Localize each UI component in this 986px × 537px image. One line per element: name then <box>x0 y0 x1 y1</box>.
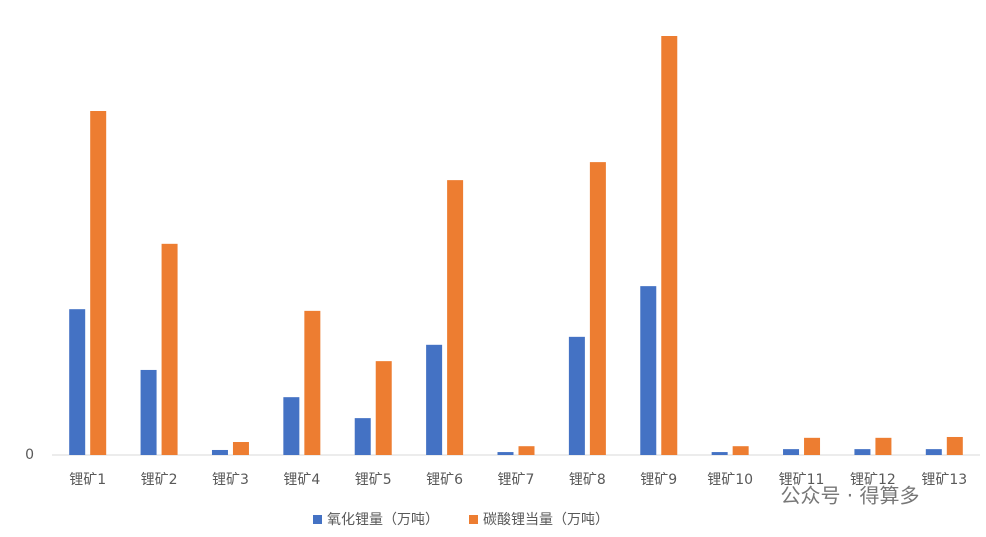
x-tick-label: 锂矿12 <box>850 472 896 488</box>
bar <box>589 162 606 455</box>
y-tick-label: 0 <box>25 447 34 463</box>
bar <box>304 310 321 455</box>
x-tick-label: 锂矿4 <box>283 472 320 488</box>
bar <box>925 449 942 455</box>
x-tick-label: 锂矿3 <box>212 472 249 488</box>
legend-swatch <box>313 515 322 524</box>
bar <box>854 449 871 455</box>
bar <box>354 418 371 455</box>
bar <box>375 361 392 455</box>
bar <box>283 397 300 455</box>
x-tick-label: 锂矿2 <box>141 472 178 488</box>
bar <box>783 449 800 455</box>
x-tick-label: 锂矿8 <box>569 472 606 488</box>
bar <box>232 442 249 455</box>
bar <box>518 446 535 455</box>
bar <box>568 336 585 455</box>
x-tick-label: 锂矿6 <box>426 472 463 488</box>
x-tick-label: 锂矿9 <box>640 472 677 488</box>
legend-swatch <box>469 515 478 524</box>
legend-label: 碳酸锂当量（万吨） <box>483 512 609 528</box>
bar <box>69 309 86 455</box>
bar <box>875 437 892 455</box>
x-tick-label: 锂矿13 <box>921 472 967 488</box>
watermark: 公众号 · 得算多 <box>780 484 919 508</box>
bar <box>90 111 107 455</box>
bar <box>497 452 514 455</box>
bar <box>661 36 678 455</box>
bar <box>946 436 963 455</box>
legend-label: 氧化锂量（万吨） <box>327 512 439 528</box>
bar <box>426 344 443 455</box>
bar <box>140 369 157 455</box>
bar <box>711 452 728 455</box>
x-tick-label: 锂矿7 <box>498 472 535 488</box>
x-tick-label: 锂矿10 <box>707 472 753 488</box>
x-tick-label: 锂矿11 <box>779 472 825 488</box>
bar <box>732 446 749 455</box>
bar <box>640 286 657 455</box>
bar <box>804 437 821 455</box>
x-tick-label: 锂矿1 <box>69 472 106 488</box>
bar <box>447 180 464 456</box>
bar <box>161 243 178 455</box>
x-tick-label: 锂矿5 <box>355 472 392 488</box>
bar <box>211 449 228 455</box>
